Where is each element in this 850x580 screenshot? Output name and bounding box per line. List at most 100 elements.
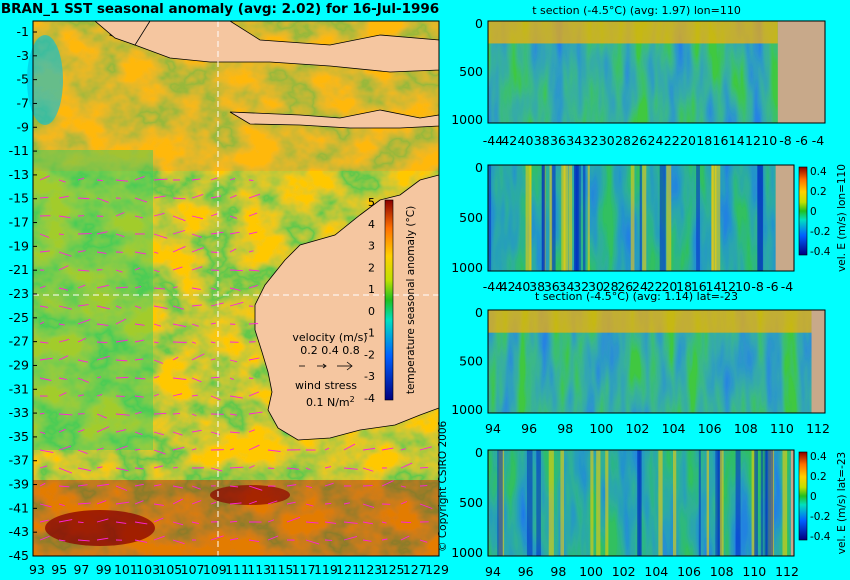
map-lon-tick: 105 bbox=[158, 562, 182, 577]
velocity-arrow bbox=[77, 359, 89, 363]
velocity-arrow bbox=[248, 212, 258, 217]
velocity-colorbar-tick: -0.4 bbox=[810, 531, 831, 543]
velocity-streak bbox=[548, 450, 554, 556]
velocity-arrow bbox=[39, 285, 46, 289]
velocity-arrow bbox=[115, 212, 125, 217]
velocity-streak bbox=[549, 165, 553, 271]
velocity-streak bbox=[639, 165, 642, 271]
velocity-arrow bbox=[210, 467, 223, 472]
velocity-arrow bbox=[305, 503, 314, 507]
map-lat-tick: -1 bbox=[17, 24, 29, 39]
map-lon-tick: 101 bbox=[114, 562, 138, 577]
hot-spot-s bbox=[210, 485, 290, 505]
velocity-arrow bbox=[115, 445, 128, 451]
section-x-tick: 20 bbox=[661, 279, 677, 294]
section-panel-2: 05001000-4442403836343230282624222018161… bbox=[451, 160, 848, 294]
velocity-arrow bbox=[134, 215, 143, 219]
section-x-tick: 38 bbox=[529, 279, 545, 294]
velocity-arrow bbox=[58, 445, 72, 451]
velocity-arrow bbox=[286, 516, 301, 523]
section-x-tick: 22 bbox=[664, 133, 680, 148]
velocity-arrow bbox=[248, 323, 259, 325]
velocity-arrow bbox=[172, 466, 178, 469]
velocity-arrow bbox=[210, 395, 221, 401]
velocity-arrow bbox=[248, 485, 263, 491]
velocity-arrow bbox=[191, 233, 202, 238]
map-lat-tick: -39 bbox=[9, 477, 29, 492]
map-lat-tick: -31 bbox=[9, 381, 29, 396]
velocity-arrow bbox=[134, 176, 145, 181]
velocity-arrow bbox=[96, 426, 110, 433]
velocity-arrow bbox=[229, 520, 238, 523]
velocity-arrow bbox=[381, 538, 388, 541]
velocity-arrow bbox=[134, 500, 144, 505]
section-x-tick: 98 bbox=[550, 564, 566, 579]
velocity-arrow bbox=[191, 377, 202, 383]
velocity-arrow bbox=[58, 215, 71, 219]
velocity-arrow bbox=[96, 376, 102, 379]
velocity-arrow bbox=[39, 465, 48, 469]
section-x-tick: 104 bbox=[644, 564, 668, 579]
velocity-arrow bbox=[210, 302, 224, 307]
velocity-legend-values: 0.2 0.4 0.8 bbox=[300, 344, 359, 357]
section-x-tick: 16 bbox=[713, 133, 729, 148]
velocity-arrow bbox=[210, 501, 217, 505]
velocity-colorbar-tick: -0.2 bbox=[810, 226, 831, 238]
velocity-streak bbox=[735, 450, 741, 556]
section-x-tick: 24 bbox=[648, 133, 664, 148]
velocity-arrow bbox=[305, 521, 319, 524]
velocity-arrow bbox=[248, 193, 261, 199]
velocity-arrow bbox=[229, 485, 239, 488]
section-x-tick: 112 bbox=[775, 564, 799, 579]
velocity-arrow bbox=[172, 266, 183, 271]
velocity-legend-title: velocity (m/s) bbox=[292, 331, 367, 344]
velocity-streak bbox=[760, 450, 764, 556]
map-lon-tick: 117 bbox=[292, 562, 316, 577]
velocity-arrow bbox=[153, 465, 164, 469]
section-frame bbox=[487, 309, 826, 414]
map-lon-tick: 109 bbox=[203, 562, 227, 577]
velocity-colorbar-tick: 0.2 bbox=[810, 186, 827, 198]
velocity-arrow bbox=[248, 429, 255, 433]
velocity-streak bbox=[561, 165, 566, 271]
velocity-arrow bbox=[39, 196, 49, 199]
velocity-arrow bbox=[77, 521, 84, 524]
section-x-tick: 104 bbox=[662, 421, 686, 436]
velocity-arrow bbox=[115, 286, 129, 289]
sst-colorbar-tick: -1 bbox=[364, 327, 375, 340]
velocity-arrow bbox=[39, 321, 45, 325]
velocity-arrow bbox=[77, 467, 92, 472]
velocity-arrow bbox=[248, 465, 255, 469]
section-x-tick: 10 bbox=[735, 279, 751, 294]
velocity-arrow bbox=[96, 483, 110, 487]
section-depth-tick: 1000 bbox=[451, 545, 483, 560]
velocity-arrow bbox=[210, 177, 218, 181]
velocity-streak bbox=[536, 450, 541, 556]
section-x-tick: 110 bbox=[770, 421, 794, 436]
velocity-arrow bbox=[419, 446, 432, 451]
section-x-tick: 36 bbox=[544, 279, 560, 294]
velocity-arrow bbox=[229, 301, 244, 307]
section-title: t section (-4.5°C) (avg: 1.14) lat=-23 bbox=[535, 290, 738, 303]
velocity-arrow bbox=[419, 466, 429, 469]
velocity-arrow bbox=[153, 323, 161, 327]
velocity-arrow bbox=[248, 539, 260, 543]
velocity-arrow bbox=[153, 287, 165, 290]
map-lat-tick: -17 bbox=[9, 215, 29, 230]
velocity-arrow bbox=[153, 359, 164, 364]
section-x-tick: 42 bbox=[501, 133, 517, 148]
velocity-arrow bbox=[267, 535, 279, 541]
section-depth-tick: 1000 bbox=[451, 402, 483, 417]
velocity-arrow bbox=[134, 305, 142, 309]
section-x-tick: 42 bbox=[500, 279, 516, 294]
section-x-tick: 28 bbox=[603, 279, 619, 294]
map-lat-tick: -43 bbox=[9, 524, 29, 539]
warm-surface-layer bbox=[488, 310, 812, 333]
velocity-arrow bbox=[96, 355, 111, 361]
velocity-arrow bbox=[58, 377, 68, 381]
section-x-tick: -8 bbox=[751, 279, 764, 294]
velocity-arrow bbox=[134, 267, 141, 271]
map-lat-tick: -21 bbox=[9, 262, 29, 277]
map-lon-tick: 107 bbox=[181, 562, 205, 577]
velocity-arrow bbox=[343, 467, 358, 470]
